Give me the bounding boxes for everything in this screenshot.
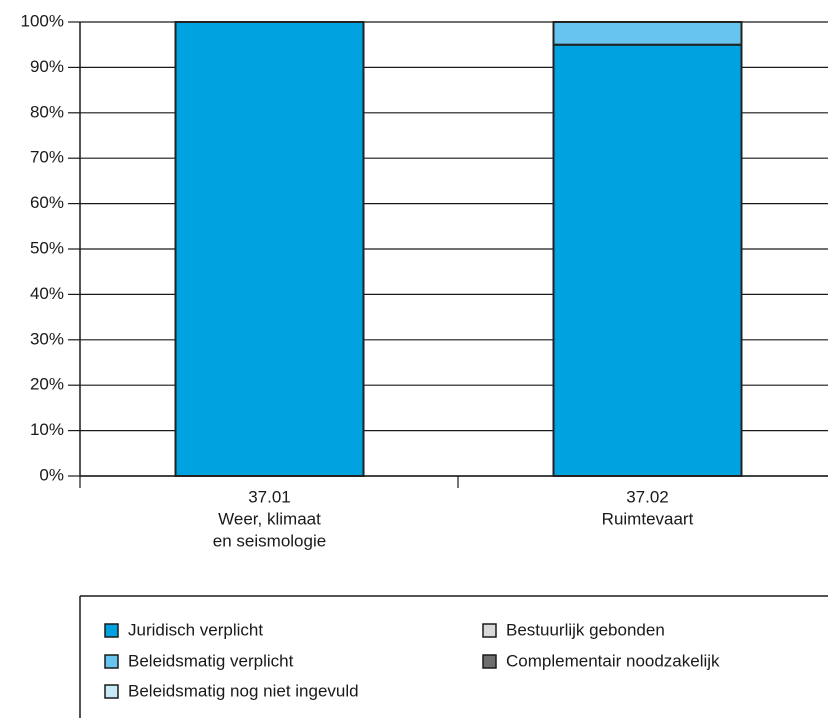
x-tick-label: 37.01	[248, 487, 291, 506]
bar-segment	[552, 21, 743, 46]
legend-swatch	[104, 654, 119, 669]
y-tick-label: 0%	[39, 465, 64, 484]
y-tick-label: 10%	[30, 420, 64, 439]
y-tick-label: 20%	[30, 375, 64, 394]
legend-swatch	[104, 623, 119, 638]
legend-swatch	[482, 623, 497, 638]
x-tick-label: 37.02	[626, 487, 669, 506]
x-tick-label: Ruimtevaart	[602, 509, 694, 528]
y-tick-label: 80%	[30, 102, 64, 121]
y-tick-label: 40%	[30, 284, 64, 303]
legend-swatch	[104, 684, 119, 699]
y-tick-label: 70%	[30, 148, 64, 167]
y-tick-label: 90%	[30, 57, 64, 76]
bar-segment	[552, 43, 743, 477]
legend-label: Bestuurlijk gebonden	[506, 620, 665, 639]
y-tick-label: 50%	[30, 238, 64, 257]
y-tick-label: 30%	[30, 329, 64, 348]
x-tick-label: en seismologie	[213, 531, 326, 550]
y-tick-label: 100%	[21, 11, 64, 30]
legend-label: Beleidsmatig verplicht	[128, 651, 294, 670]
legend-label: Juridisch verplicht	[128, 620, 263, 639]
legend-label: Complementair noodzakelijk	[506, 651, 720, 670]
legend-label: Beleidsmatig nog niet ingevuld	[128, 681, 359, 700]
x-tick-label: Weer, klimaat	[218, 509, 321, 528]
legend-swatch	[482, 654, 497, 669]
bar-segment	[174, 21, 365, 477]
y-tick-label: 60%	[30, 193, 64, 212]
